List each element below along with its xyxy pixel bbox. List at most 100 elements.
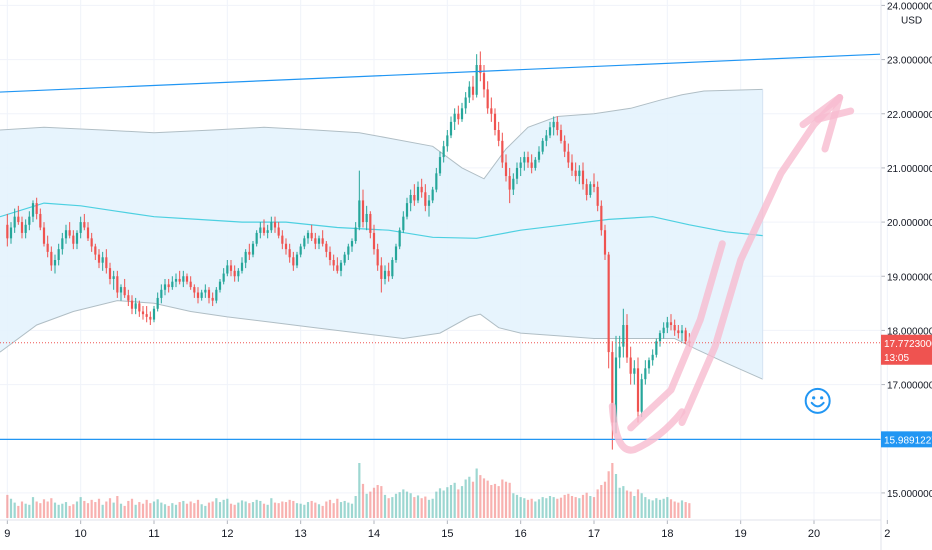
candle-body [625,325,629,358]
volume-bar [332,503,335,518]
candle-body [35,203,38,214]
volume-bar [108,498,112,518]
candle-body [200,292,203,298]
candle-body [669,322,673,325]
candle-body [9,227,13,239]
volume-bar [68,505,71,518]
candle-body [163,284,167,290]
volume-bar [163,504,167,518]
volume-bar [130,498,134,518]
volume-bar [416,495,420,518]
last-price-label: 17.77230000 [884,339,932,350]
volume-bar [321,505,324,518]
volume-bar [17,505,20,518]
candle-body [90,238,93,247]
volume-bar [684,502,687,518]
candle-body [614,357,618,423]
volume-bar [185,503,189,518]
volume-bar [618,487,621,518]
candle-body [372,232,376,250]
volume-bar [512,493,515,518]
volume-bar [515,494,519,518]
price-axis[interactable]: 15.00000000 17.00000000 18.00000000 19.0000… [880,0,932,550]
candle-body [196,292,200,298]
volume-bar [358,463,361,518]
candle-body [457,113,460,120]
volume-bar [405,491,409,518]
volume-bar [413,497,416,518]
volume-bar [310,500,313,518]
candle-body [292,257,295,266]
volume-bars [6,463,691,518]
time-tick-label: 20 [808,528,820,540]
candle-body [361,200,365,223]
volume-bar [523,498,526,518]
candle-body [174,278,178,282]
candle-body [431,189,434,201]
candle-body [526,157,530,163]
candle-body [585,184,588,195]
candle-body [394,246,398,260]
volume-bar [6,494,9,518]
volume-bar [391,497,394,518]
volume-bar [218,502,222,518]
time-tick-label: 18 [661,528,673,540]
volume-bar [475,468,478,518]
candle-body [541,140,544,152]
volume-bar [611,463,614,518]
candle-body [677,330,680,334]
volume-bar [479,475,482,518]
candle-body [508,176,511,190]
volume-bar [211,501,214,518]
volume-bar [171,503,174,518]
volume-bar [361,483,365,518]
volume-bar [193,503,196,518]
volume-bar [435,491,438,518]
candle-body [592,184,596,187]
candle-body [680,330,684,334]
volume-bar [556,498,559,518]
candle-body [178,278,181,282]
candlestick-series [6,51,691,450]
candle-body [629,357,632,374]
volume-bar [50,498,53,518]
volume-bar [101,504,104,518]
candle-body [600,205,603,231]
candle-body [343,254,346,263]
candle-body [64,230,68,239]
candle-body [504,162,508,177]
volume-bar [666,497,669,518]
volume-bar [548,496,552,518]
volume-bar [325,501,328,518]
candle-body [127,295,130,301]
smiley-eye-right [820,396,824,400]
volume-bar [446,487,449,518]
volume-bar [152,501,156,518]
candle-body [647,360,651,369]
volume-bar [204,505,207,518]
volume-bar [563,494,566,518]
price-tick-label: 17.00000000 [887,381,932,392]
volume-bar [501,479,504,518]
volume-bar [9,498,13,518]
candle-body [413,195,416,201]
volume-bar [376,485,379,518]
candle-body [101,257,104,263]
volume-bar [427,499,431,518]
time-axis[interactable]: 9 10 11 12 13 14 15 16 17 18 19 20 2 [0,519,890,540]
volume-bar [237,502,240,518]
candle-body [310,232,313,239]
volume-bar [625,490,629,518]
volume-bar [200,504,203,518]
candle-body [464,97,467,109]
candle-body [215,289,218,301]
volume-bar [490,485,493,518]
candle-body [233,270,236,277]
candle-body [416,186,420,201]
volume-bar [398,492,401,518]
candle-body [589,184,592,195]
candle-body [501,140,504,163]
candle-body [490,108,493,114]
volume-bar [482,478,486,518]
